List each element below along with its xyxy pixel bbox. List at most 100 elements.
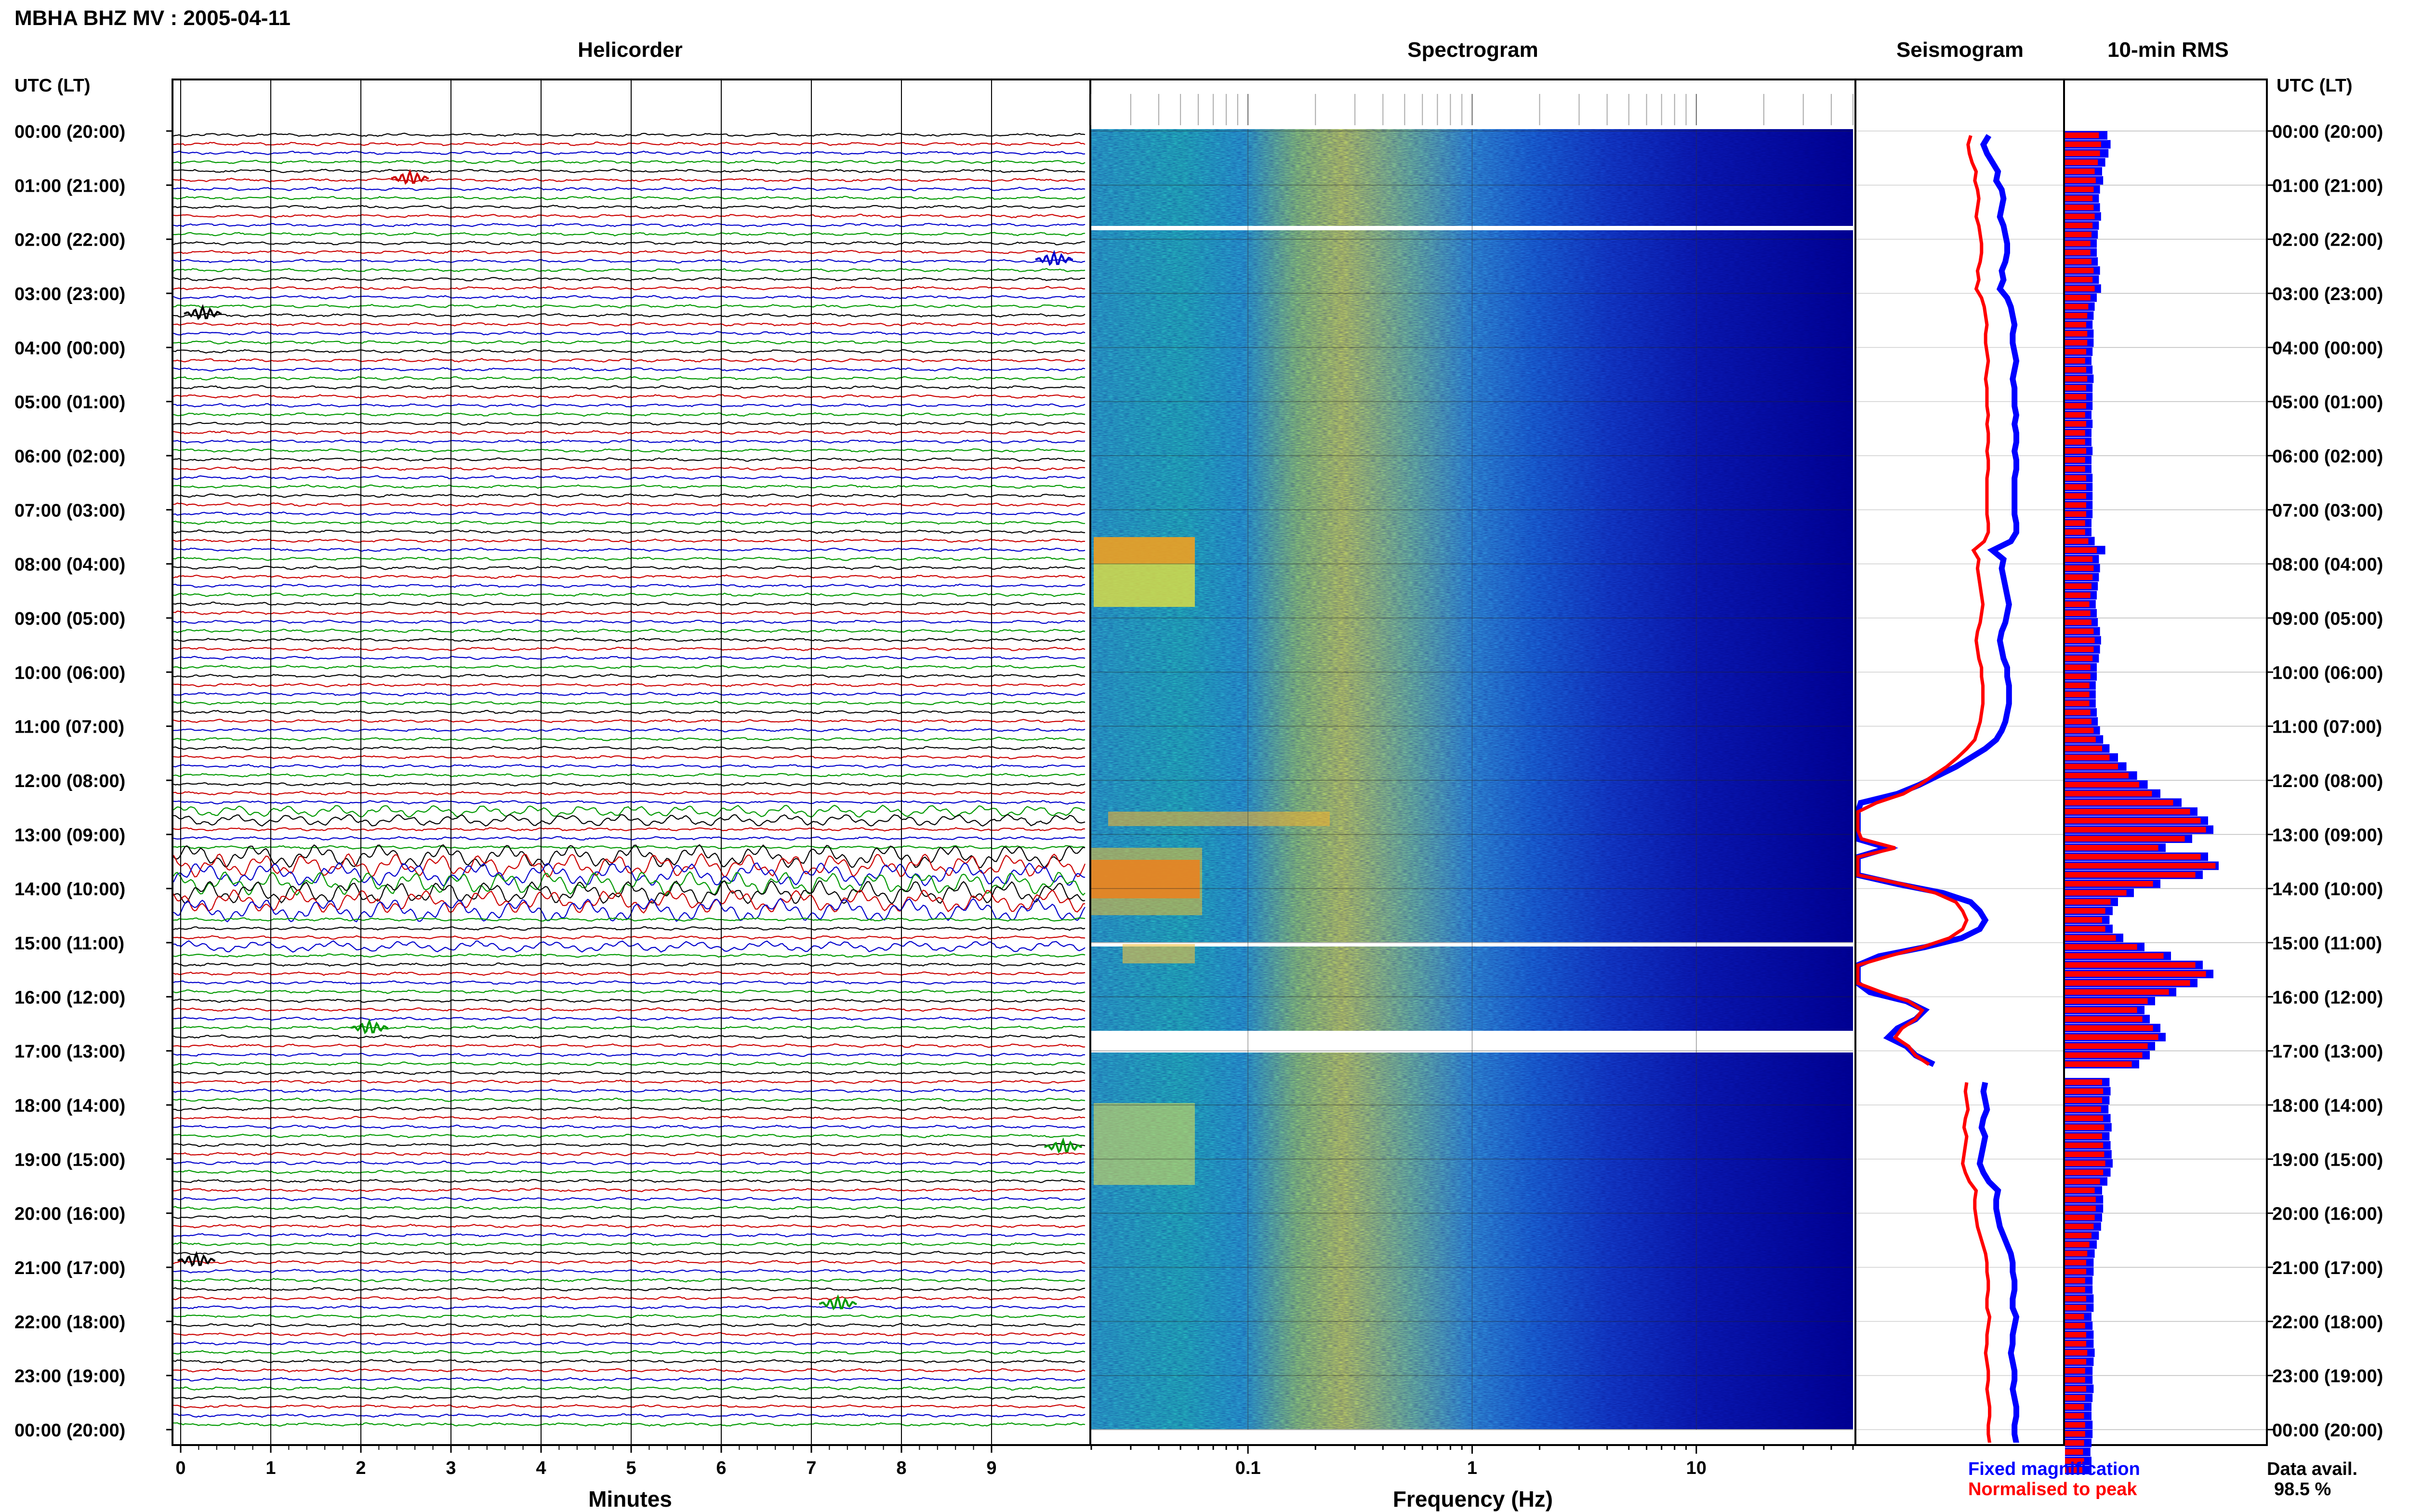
rms-bar-normalised bbox=[2065, 1196, 2096, 1202]
rms-bar-normalised bbox=[2065, 1016, 2143, 1022]
time-label-left: 02:00 (22:00) bbox=[14, 230, 125, 250]
rms-bar-normalised bbox=[2065, 493, 2086, 499]
legend-normalised-to-peak: Normalised to peak bbox=[1968, 1479, 2137, 1499]
helicorder-trace bbox=[173, 1143, 1085, 1147]
rms-bar-normalised bbox=[2065, 141, 2101, 147]
helicorder-trace bbox=[173, 601, 1085, 606]
helicorder-event bbox=[1044, 1137, 1082, 1154]
helicorder-trace bbox=[173, 1151, 1085, 1157]
time-label-left: 23:00 (19:00) bbox=[14, 1367, 125, 1387]
helicorder-trace bbox=[173, 953, 1085, 958]
rms-bar-normalised bbox=[2065, 836, 2185, 842]
rms-bar-normalised bbox=[2065, 556, 2093, 562]
helicorder-trace bbox=[173, 889, 1085, 914]
time-label-left: 15:00 (11:00) bbox=[14, 933, 124, 954]
helicorder-trace bbox=[173, 412, 1085, 417]
rms-bar-normalised bbox=[2065, 863, 2216, 869]
rms-bar-normalised bbox=[2065, 809, 2190, 815]
helicorder-trace bbox=[173, 727, 1085, 733]
rms-bar-normalised bbox=[2065, 1133, 2102, 1139]
rms-bar-normalised bbox=[2065, 710, 2091, 715]
rms-bar-normalised bbox=[2065, 1223, 2094, 1230]
rms-bar-normalised bbox=[2065, 1440, 2084, 1446]
rms-bar-normalised bbox=[2065, 1052, 2143, 1058]
rms-bar-normalised bbox=[2065, 1106, 2101, 1112]
rms-bar-normalised bbox=[2065, 1287, 2085, 1293]
rms-bar-normalised bbox=[2065, 196, 2093, 201]
time-label-right: 23:00 (19:00) bbox=[2272, 1367, 2383, 1387]
helicorder-trace bbox=[173, 213, 1085, 219]
helicorder-trace bbox=[173, 814, 1085, 827]
time-label-right: 09:00 (05:00) bbox=[2272, 609, 2383, 629]
helicorder-trace bbox=[173, 439, 1085, 444]
helicorder-trace bbox=[173, 394, 1085, 399]
helicorder-minute-gridlines bbox=[180, 79, 992, 1445]
time-label-right: 19:00 (15:00) bbox=[2272, 1150, 2383, 1170]
seismogram-fixed-curve bbox=[1856, 134, 2020, 1443]
helicorder-trace bbox=[173, 1016, 1085, 1021]
rms-bar-normalised bbox=[2065, 394, 2086, 400]
rms-bar-normalised bbox=[2065, 1142, 2104, 1148]
station-title: MBHA BHZ MV : 2005-04-11 bbox=[14, 6, 291, 30]
rms-panel bbox=[2063, 79, 2268, 1446]
rms-bar-normalised bbox=[2065, 421, 2086, 427]
rms-bar-normalised bbox=[2065, 1034, 2158, 1040]
seismogram-normalised-curve bbox=[1856, 135, 1992, 1443]
helicorder-trace bbox=[173, 592, 1085, 597]
helicorder-trace bbox=[173, 1395, 1085, 1400]
helicorder-trace bbox=[173, 989, 1085, 994]
rms-bar-normalised bbox=[2065, 340, 2088, 346]
helicorder-trace bbox=[173, 871, 1085, 896]
rms-bar-normalised bbox=[2065, 998, 2148, 1004]
rms-bar-normalised bbox=[2065, 637, 2095, 644]
helicorder-trace bbox=[173, 1314, 1085, 1319]
rms-bar-normalised bbox=[2065, 619, 2091, 625]
time-label-right: 00:00 (20:00) bbox=[2272, 1420, 2383, 1441]
rms-bar-normalised bbox=[2065, 817, 2201, 824]
minute-tick-label: 2 bbox=[356, 1458, 366, 1478]
helicorder-trace bbox=[173, 773, 1085, 777]
helicorder-trace bbox=[173, 177, 1085, 183]
helicorder-trace bbox=[173, 1341, 1085, 1346]
helicorder-trace bbox=[173, 1025, 1085, 1030]
helicorder-trace bbox=[173, 637, 1085, 643]
rms-bar-normalised bbox=[2065, 971, 2206, 977]
rms-bar-normalised bbox=[2065, 1404, 2084, 1410]
helicorder-trace bbox=[173, 880, 1085, 905]
helicorder-trace bbox=[173, 1296, 1085, 1301]
rms-bar-normalised bbox=[2065, 538, 2089, 544]
rms-bar-normalised bbox=[2065, 1367, 2085, 1374]
time-label-right: 08:00 (04:00) bbox=[2272, 555, 2383, 575]
left-axis-label: UTC (LT) bbox=[14, 76, 91, 96]
helicorder-trace bbox=[173, 168, 1085, 173]
helicorder-trace bbox=[173, 1413, 1085, 1418]
helicorder-trace bbox=[173, 556, 1085, 561]
time-label-left: 18:00 (14:00) bbox=[14, 1096, 125, 1116]
rms-bar-normalised bbox=[2065, 1431, 2085, 1437]
rms-bar-normalised bbox=[2065, 908, 2105, 914]
helicorder-trace bbox=[173, 511, 1085, 516]
helicorder-trace bbox=[173, 782, 1085, 787]
helicorder-trace bbox=[173, 746, 1085, 750]
rms-bar-normalised bbox=[2065, 547, 2097, 553]
rms-bar-normalised bbox=[2065, 412, 2085, 418]
rms-bar-normalised bbox=[2065, 403, 2086, 409]
rms-bar-normalised bbox=[2065, 700, 2090, 707]
helicorder-trace bbox=[173, 1007, 1085, 1012]
helicorder-trace bbox=[173, 1206, 1085, 1210]
time-label-right: 18:00 (14:00) bbox=[2272, 1096, 2383, 1116]
helicorder-trace bbox=[173, 1305, 1085, 1310]
helicorder-trace bbox=[173, 241, 1085, 246]
helicorder-trace bbox=[173, 998, 1085, 1003]
rms-bar-normalised bbox=[2065, 1241, 2090, 1248]
helicorder-trace bbox=[173, 940, 1085, 953]
rms-bar-normalised bbox=[2065, 962, 2196, 968]
rms-bar-normalised bbox=[2065, 1449, 2083, 1455]
helicorder-trace bbox=[173, 565, 1085, 570]
helicorder-trace bbox=[173, 268, 1085, 273]
helicorder-trace bbox=[173, 700, 1085, 706]
rms-bar-normalised bbox=[2065, 322, 2086, 328]
rms-bar-normalised bbox=[2065, 177, 2096, 184]
rms-bar-normalised bbox=[2065, 736, 2096, 743]
